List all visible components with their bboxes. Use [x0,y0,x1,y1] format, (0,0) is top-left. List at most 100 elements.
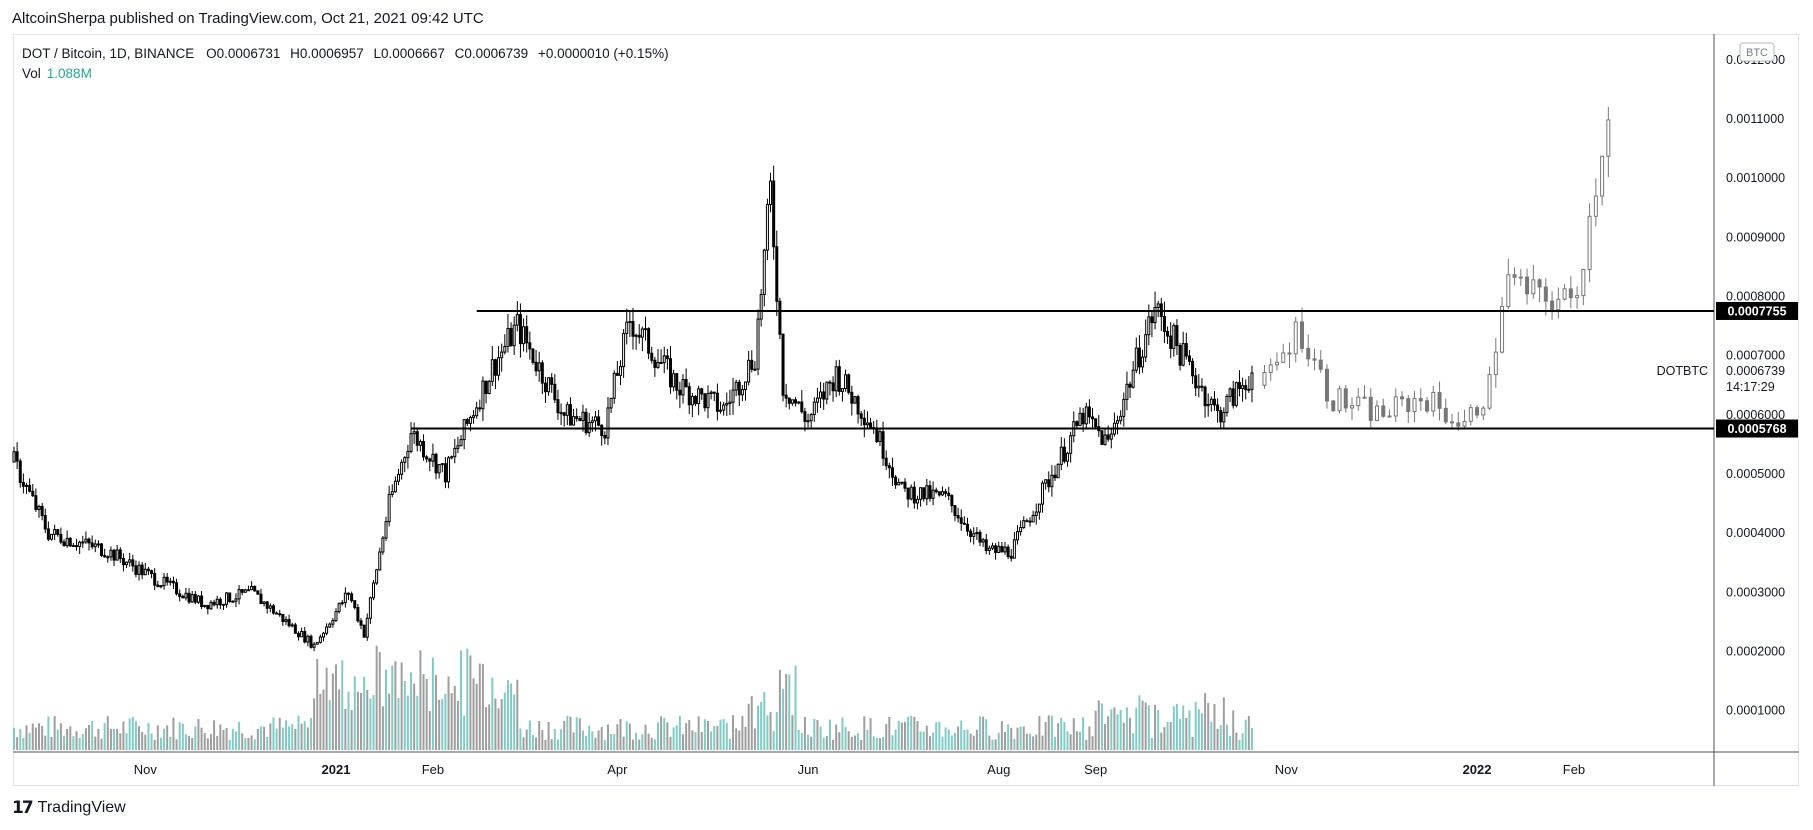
volume-bar [172,717,175,750]
volume-bar [978,716,981,750]
volume-bar [247,737,250,750]
candle-body [21,481,25,487]
volume-bar [703,719,706,750]
y-tick-label: 0.0006000 [1726,408,1785,422]
volume-bar [413,683,416,750]
y-tick-label: 0.0008000 [1726,289,1785,303]
volume-bar [641,734,644,750]
volume-bar [72,736,75,750]
volume-bar [566,715,569,750]
candle-body [590,420,594,424]
candle-body [487,380,491,395]
candle-body [412,431,416,435]
volume-label: Vol [22,66,41,81]
volume-bar [150,733,153,750]
candle-body [534,361,538,372]
volume-bar [50,736,53,750]
volume-bar [75,731,78,750]
volume-bar [1085,739,1088,750]
volume-bar [366,689,369,750]
x-tick-label: Apr [607,762,628,777]
candle-body [1362,396,1367,399]
volume-bar [1007,724,1010,750]
candle-body [675,373,679,391]
candle-body [612,372,616,399]
candle-body [1299,321,1304,349]
volume-bar [688,720,691,750]
volume-bar [941,736,944,750]
volume-bar [585,735,588,750]
candle-body [472,415,476,418]
symbol-label[interactable]: DOT / Bitcoin, 1D, BINANCE [22,46,195,61]
volume-bar [950,735,953,750]
volume-bar [863,716,866,750]
volume-bar [988,735,991,750]
candle-body [819,391,823,399]
candle-body [1281,352,1286,363]
volume-bar [907,716,910,750]
candle-body [387,493,391,523]
candle-body [1087,406,1091,418]
volume-bar [982,716,985,750]
volume-bar [616,724,619,750]
volume-bar [832,739,835,750]
candle-body [1041,482,1045,505]
candle-body [347,592,351,595]
candle-body [300,630,304,638]
candle-body [331,620,335,625]
volume-bar [791,715,794,750]
volume-bar [822,737,825,750]
candle-body [944,491,948,494]
volume-bar [1072,718,1075,750]
candle-body [1531,279,1536,295]
volume-bar [1191,736,1194,750]
volume-bar [844,727,847,750]
candle-body [837,366,841,392]
volume-bar [1160,732,1163,750]
volume-bar [47,716,50,750]
candle-body [615,372,619,376]
candle-body [43,515,47,530]
candle-body [131,559,135,567]
candle-body [150,570,154,574]
candle-body [1003,546,1007,553]
volume-bar [803,717,806,750]
volume-bar [291,724,294,750]
candle-body [481,380,485,410]
volume-bar [882,737,885,750]
candle-body [1131,369,1135,388]
volume-bar [191,737,194,750]
volume-bar [128,718,131,750]
volume-bar [485,707,488,750]
candle-body [478,407,482,410]
candle-body [1181,343,1185,366]
volume-bar [410,672,413,750]
volume-bar [578,718,581,750]
volume-bar [491,677,494,750]
candle-body [1031,514,1035,523]
volume-bar [597,730,600,750]
volume-bar [953,732,956,750]
candle-body [1450,421,1455,424]
volume-bar [1088,726,1091,750]
volume-bar [932,732,935,750]
candle-body [265,601,269,609]
volume-bar [872,736,875,750]
volume-bar [819,726,822,750]
volume-bar [788,674,791,750]
chart-frame[interactable] [13,34,1799,786]
candle-body [96,543,100,546]
volume-bar [272,717,275,750]
footer-brand[interactable]: 17 TradingView [12,798,126,818]
candle-body [518,314,522,345]
volume-bar [1222,697,1225,750]
candle-body [1468,407,1473,422]
volume-bar [253,739,256,750]
candle-body [25,484,29,487]
volume-bar [244,738,247,750]
volume-bar [338,689,341,750]
candle-body [1487,374,1492,409]
volume-bar [453,685,456,750]
volume-bar [156,725,159,750]
